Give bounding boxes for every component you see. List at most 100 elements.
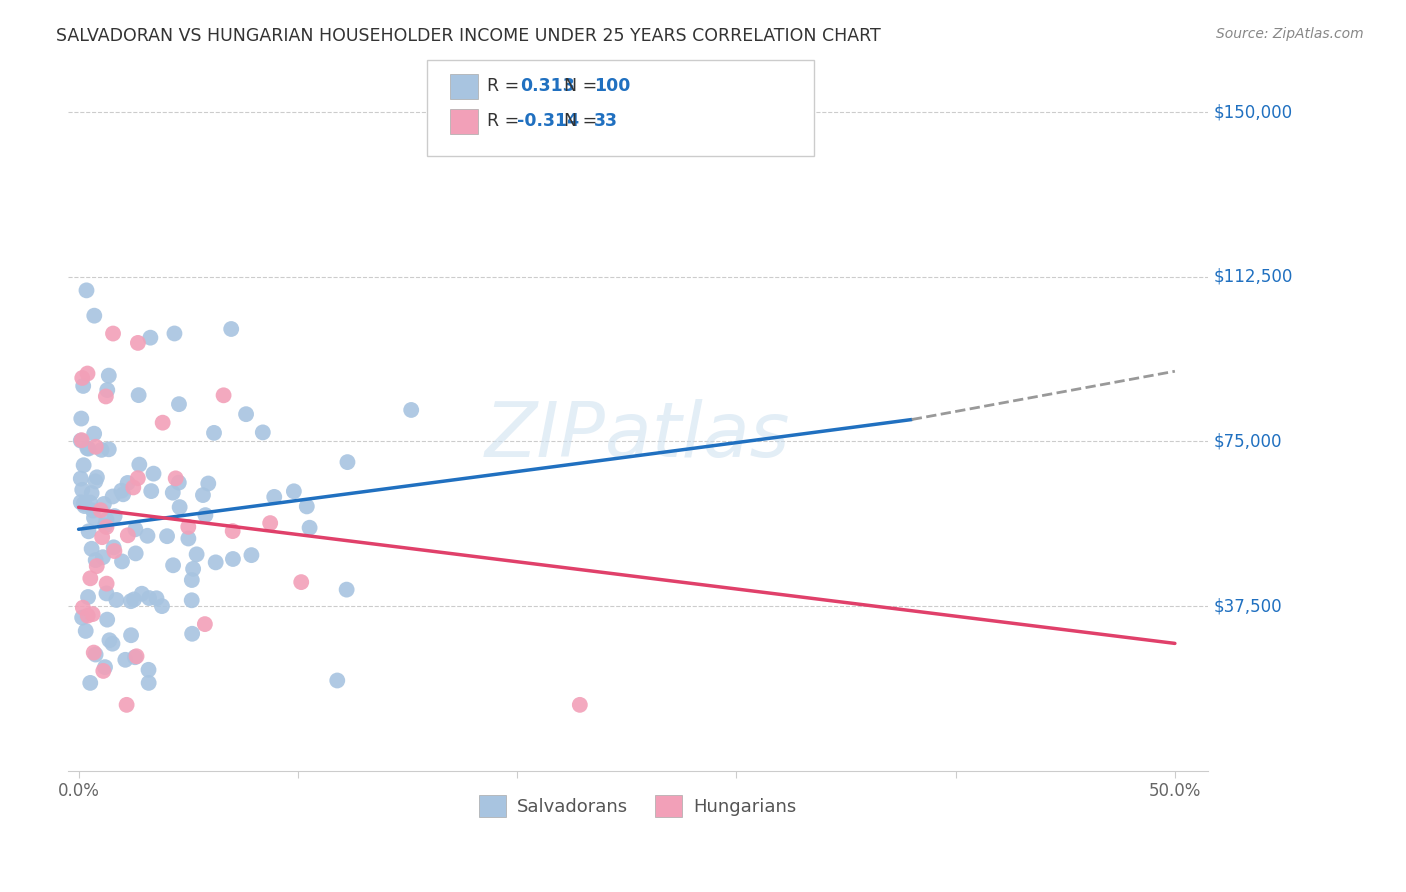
Point [117, 528, 139, 542]
Point [79, 495, 101, 509]
Point [125, 546, 148, 560]
Point [177, 532, 200, 546]
Point [76, 367, 98, 381]
Point [204, 555, 226, 569]
Point [181, 627, 204, 641]
Point [150, 599, 173, 613]
Point [79, 571, 101, 585]
Point [96, 586, 118, 600]
Text: SALVADORAN VS HUNGARIAN HOUSEHOLDER INCOME UNDER 25 YEARS CORRELATION CHART: SALVADORAN VS HUNGARIAN HOUSEHOLDER INCO… [56, 27, 882, 45]
Point [295, 500, 318, 514]
Point [72, 600, 94, 615]
Point [138, 676, 160, 690]
Text: N =: N = [564, 77, 602, 95]
Point [73, 497, 96, 511]
Point [336, 582, 359, 597]
Point [290, 575, 312, 590]
Text: 100: 100 [595, 77, 631, 95]
Point [70, 610, 93, 624]
Text: -0.314: -0.314 [517, 112, 579, 130]
Point [212, 388, 235, 402]
FancyBboxPatch shape [427, 60, 814, 155]
Point [79, 676, 101, 690]
Point [101, 490, 124, 504]
Point [84, 553, 107, 567]
Point [83, 426, 105, 441]
Point [104, 509, 127, 524]
Point [202, 425, 225, 440]
Point [73, 499, 96, 513]
Point [114, 653, 136, 667]
Point [86, 470, 108, 484]
Point [76, 608, 98, 623]
Point [112, 487, 135, 501]
Point [82, 503, 104, 517]
Point [194, 617, 217, 632]
Point [82, 607, 104, 621]
Point [117, 475, 139, 490]
Point [96, 576, 118, 591]
Text: $37,500: $37,500 [1213, 597, 1282, 615]
Point [136, 529, 159, 543]
Point [101, 326, 124, 341]
Point [169, 500, 191, 515]
Point [568, 698, 591, 712]
Point [111, 554, 134, 568]
Point [96, 513, 118, 527]
Point [86, 559, 108, 574]
Point [76, 442, 98, 456]
Point [72, 379, 94, 393]
Point [103, 541, 125, 555]
Point [163, 326, 186, 341]
Point [152, 416, 174, 430]
Point [84, 648, 107, 662]
Point [83, 646, 105, 660]
Point [70, 434, 93, 448]
Point [122, 480, 145, 494]
Point [77, 524, 100, 539]
Point [162, 485, 184, 500]
Point [221, 524, 243, 538]
Point [127, 335, 149, 350]
Point [84, 475, 107, 489]
Text: Source: ZipAtlas.com: Source: ZipAtlas.com [1216, 27, 1364, 41]
Point [127, 471, 149, 485]
Point [139, 331, 162, 345]
Point [180, 573, 202, 587]
Point [72, 483, 94, 497]
Point [94, 660, 117, 674]
Point [83, 309, 105, 323]
Point [77, 442, 100, 456]
Point [128, 458, 150, 472]
Point [298, 521, 321, 535]
Point [222, 552, 245, 566]
Point [96, 520, 118, 534]
Point [110, 483, 132, 498]
Point [180, 593, 202, 607]
Point [80, 486, 103, 500]
Point [120, 594, 142, 608]
Point [162, 558, 184, 573]
Point [219, 322, 242, 336]
Point [128, 388, 150, 402]
Text: N =: N = [564, 112, 602, 130]
Point [94, 389, 117, 403]
Point [283, 484, 305, 499]
Text: ZIPatlas: ZIPatlas [485, 400, 790, 474]
Point [336, 455, 359, 469]
Point [156, 529, 179, 543]
Point [90, 503, 112, 517]
Text: $75,000: $75,000 [1213, 433, 1282, 450]
Point [177, 520, 200, 534]
Point [115, 698, 138, 712]
Point [142, 467, 165, 481]
Point [98, 633, 121, 648]
Point [72, 371, 94, 385]
Point [259, 516, 281, 530]
Point [96, 383, 118, 397]
Text: 0.313: 0.313 [520, 77, 575, 95]
Text: $112,500: $112,500 [1213, 268, 1294, 285]
Point [167, 475, 190, 490]
FancyBboxPatch shape [450, 110, 478, 135]
Point [191, 488, 214, 502]
